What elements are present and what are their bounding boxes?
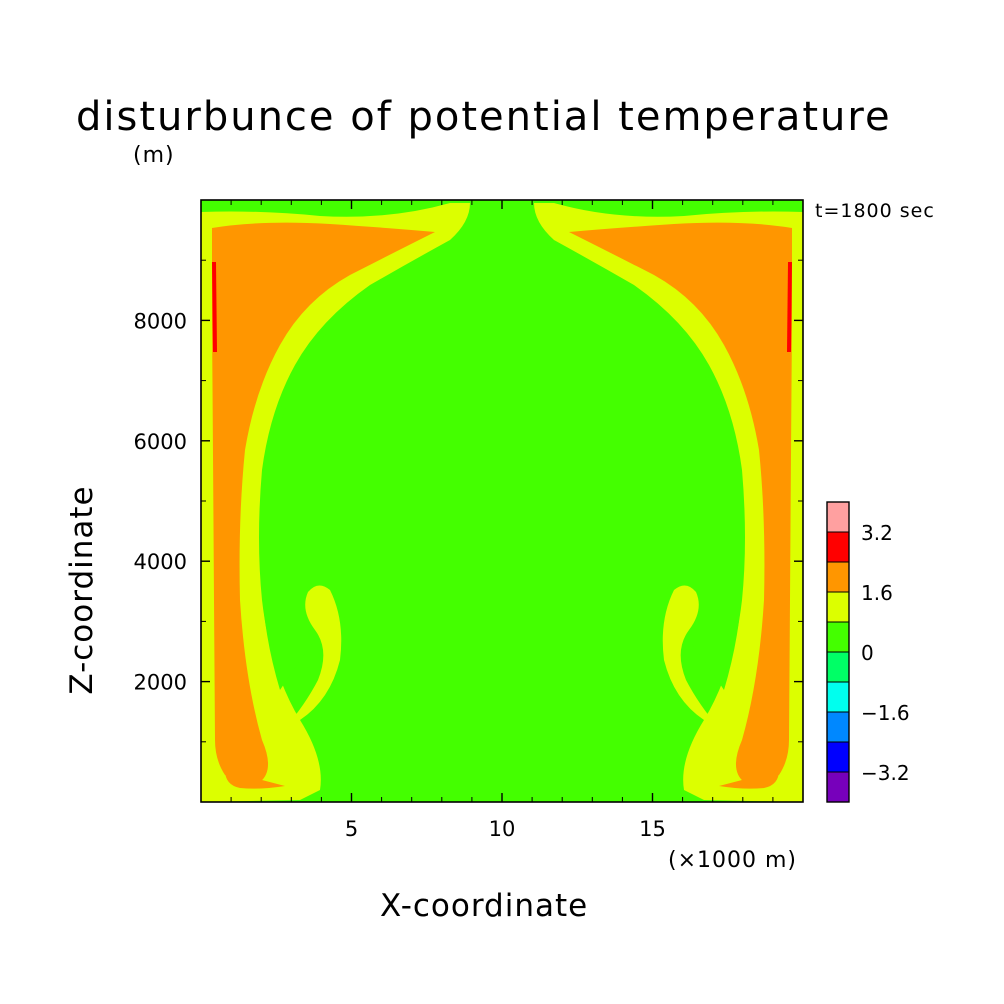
- colorbar-label: −3.2: [861, 761, 910, 785]
- x-axis-unit: (×1000 m): [668, 848, 798, 873]
- colorbar-label: 0: [861, 641, 874, 665]
- spiral-left: [285, 585, 342, 728]
- field-layer: [201, 200, 803, 802]
- chart-units: (m): [133, 143, 175, 168]
- colorbar-segment: [827, 592, 849, 622]
- hot-streak-left: [212, 262, 217, 352]
- x-tick-label: 5: [345, 817, 358, 841]
- colorbar-segment: [827, 652, 849, 682]
- x-tick-label: 10: [489, 817, 516, 841]
- colorbar-segment: [827, 772, 849, 802]
- x-tick-label: 15: [639, 817, 666, 841]
- colorbar-segment: [827, 682, 849, 712]
- y-tick-label: 8000: [134, 309, 187, 333]
- hot-streak-right: [787, 262, 792, 352]
- colorbar-segment: [827, 502, 849, 532]
- warm-sliver-bottom-left: [225, 770, 285, 789]
- colorbar-segment: [827, 532, 849, 562]
- colorbar-segment: [827, 622, 849, 652]
- colorbar-segment: [827, 712, 849, 742]
- colorbar-label: 3.2: [861, 521, 893, 545]
- colorbar: 3.2 1.6 0 −1.6 −3.2: [826, 501, 910, 803]
- y-tick-label: 2000: [134, 671, 187, 695]
- warm-core-left: [212, 222, 435, 783]
- time-label: t=1800 sec: [815, 200, 935, 222]
- warm-sliver-bottom-right: [719, 770, 779, 789]
- x-axis-label: X-coordinate: [380, 888, 589, 924]
- y-tick-label: 4000: [134, 550, 187, 574]
- colorbar-label: −1.6: [861, 701, 910, 725]
- chart-title: disturbunce of potential temperature: [76, 94, 892, 140]
- colorbar-segment: [827, 562, 849, 592]
- warm-core-right: [569, 222, 792, 783]
- colorbar-segment: [827, 742, 849, 772]
- y-tick-label: 6000: [134, 430, 187, 454]
- colorbar-label: 1.6: [861, 581, 893, 605]
- spiral-right: [662, 585, 719, 728]
